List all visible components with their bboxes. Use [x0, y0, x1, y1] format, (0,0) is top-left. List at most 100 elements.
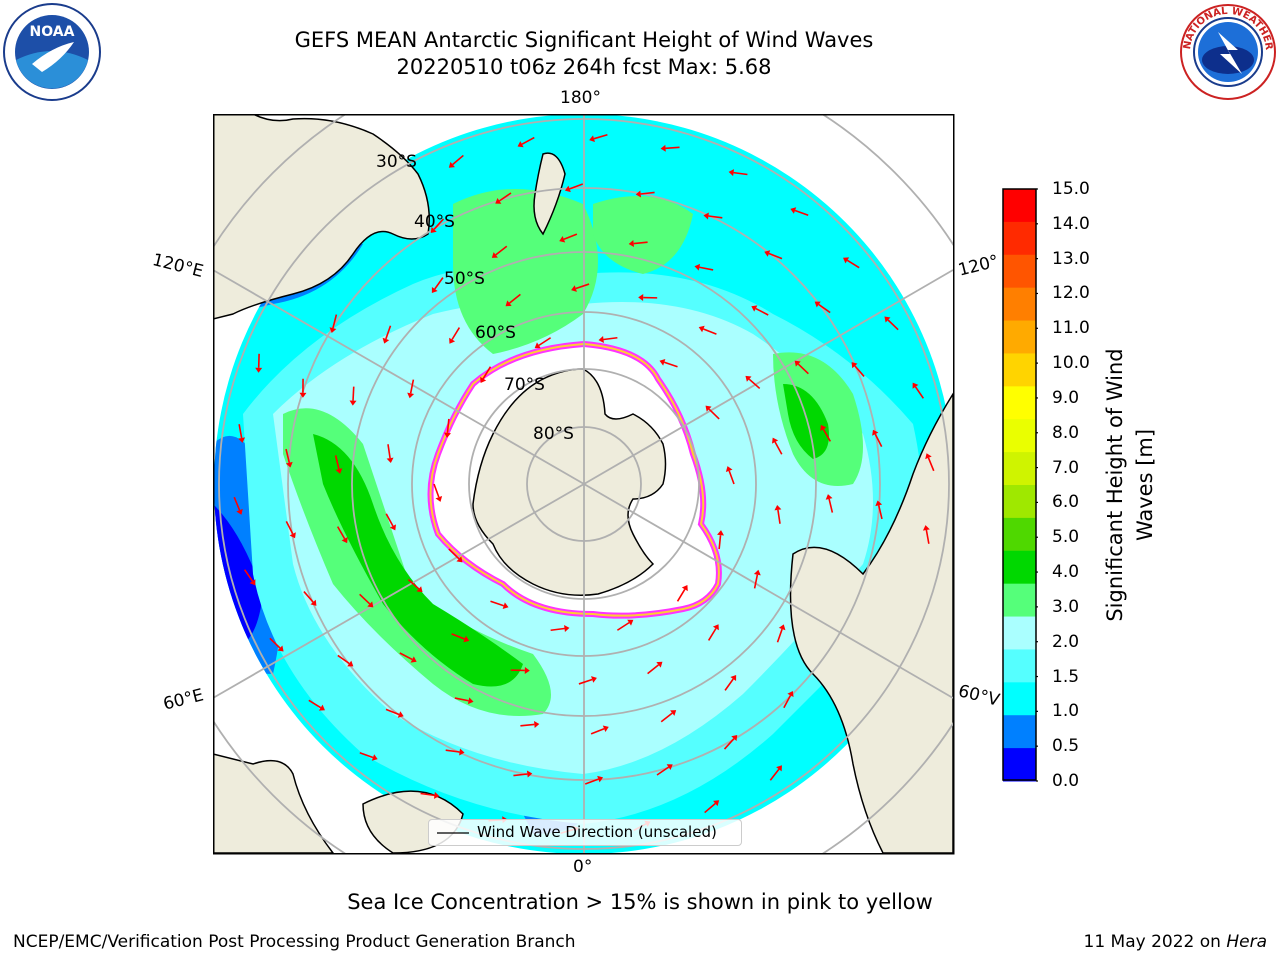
colorbar-band: [1003, 353, 1036, 387]
colorbar-band: [1003, 715, 1036, 749]
colorbar-tick-label: 7.0: [1052, 457, 1080, 478]
wind-wave-arrow: [448, 548, 463, 563]
wind-wave-arrow: [776, 624, 786, 643]
wind-wave-arrow: [825, 494, 834, 513]
wind-wave-arrow: [243, 569, 256, 586]
wind-wave-arrow: [571, 283, 590, 292]
wind-wave-arrow: [308, 699, 325, 711]
antarctica-group: [427, 340, 722, 619]
wind-wave-arrow: [386, 444, 394, 464]
wind-wave-arrow: [399, 652, 417, 663]
sea-ice-note: Sea Ice Concentration > 15% is shown in …: [347, 890, 933, 914]
wind-wave-arrow: [598, 336, 618, 343]
host-name: Hera: [1226, 932, 1267, 952]
map-legend: Wind Wave Direction (unscaled): [428, 819, 742, 846]
wind-wave-arrow: [359, 752, 378, 761]
colorbar-title: Significant Height of Wind Waves [m]: [1100, 348, 1160, 621]
colorbar-band: [1003, 682, 1036, 716]
wind-wave-arrow: [285, 521, 296, 539]
high-wave-core: [313, 434, 523, 687]
noaa-logo: NOAA: [2, 2, 102, 102]
wind-wave-arrow: [723, 734, 738, 750]
land-africa: [213, 753, 334, 853]
wind-wave-arrow: [238, 424, 246, 443]
wind-wave-arrow: [875, 500, 883, 520]
colorbar-tick-label: 4.0: [1052, 562, 1080, 583]
colorbar-tick-label: 9.0: [1052, 387, 1080, 408]
wind-wave-arrow: [753, 569, 761, 589]
lon-label-180: 180°: [560, 88, 601, 108]
legend-label: Wind Wave Direction (unscaled): [477, 823, 717, 841]
colorbar-tick-label: 12.0: [1052, 283, 1090, 304]
wind-wave-arrow: [448, 154, 464, 168]
wind-wave-arrow: [707, 624, 719, 641]
colorbar-band: [1003, 189, 1036, 223]
wind-wave-arrow: [769, 765, 782, 781]
wind-wave-arrow: [520, 720, 540, 728]
lat-label-60s: 60°S: [475, 323, 516, 343]
wind-wave-arrow: [676, 585, 688, 602]
wind-wave-arrow: [589, 134, 608, 143]
wind-wave-arrow: [794, 360, 809, 375]
wind-wave-arrow: [698, 325, 717, 335]
colorbar-tick-label: 6.0: [1052, 492, 1080, 513]
colorbar-band: [1003, 517, 1036, 552]
colorbar-band: [1003, 419, 1036, 453]
colorbar-band: [1003, 386, 1036, 420]
wind-wave-arrow: [772, 437, 783, 455]
lat-label-50s: 50°S: [444, 269, 485, 289]
wind-wave-arrow: [255, 353, 263, 373]
colorbar-tick-label: 8.0: [1052, 422, 1080, 443]
wind-wave-arrow: [751, 305, 769, 316]
colorbar-tick-label: 0.5: [1052, 736, 1080, 757]
colorbar-band: [1003, 616, 1036, 650]
wind-wave-arrow: [764, 250, 783, 260]
wind-wave-arrow: [704, 800, 720, 814]
wind-wave-arrow: [443, 418, 451, 438]
wind-wave-arrow: [431, 277, 444, 294]
wind-wave-arrow: [659, 358, 678, 368]
wind-wave-arrow: [385, 708, 404, 718]
wind-wave-arrow: [820, 424, 832, 442]
colorbar-band: [1003, 649, 1036, 683]
colorbar-tick-label: 11.0: [1052, 318, 1090, 339]
wind-wave-arrow: [912, 382, 925, 399]
wind-wave-arrow: [647, 661, 663, 675]
wind-wave-arrow: [660, 710, 677, 723]
graticule: [213, 114, 953, 853]
lon-label-60w: 60°V: [956, 681, 1002, 711]
wind-wave-arrow: [628, 240, 648, 248]
wind-wave-arrow: [329, 314, 338, 334]
wind-wave-arrow: [233, 496, 243, 515]
wind-wave-arrow: [336, 526, 348, 544]
wind-wave-arrow: [843, 257, 860, 269]
wind-wave-arrow: [694, 263, 714, 271]
colorbar-title-line2: Waves [m]: [1133, 428, 1157, 542]
colorbar-tick-label: 15.0: [1052, 179, 1090, 199]
run-date: 11 May 2022 on Hera: [1084, 932, 1268, 952]
wind-wave-arrow: [550, 625, 570, 632]
wind-wave-arrow: [660, 144, 680, 152]
wind-wave-arrow: [814, 301, 831, 314]
wind-wave-arrow: [774, 504, 782, 524]
wind-wave-arrow: [717, 530, 725, 550]
wind-wave-arrow: [590, 725, 609, 735]
wind-wave-arrow: [299, 378, 307, 398]
land-australia: [213, 114, 430, 320]
map-title: GEFS MEAN Antarctic Significant Height o…: [294, 28, 874, 52]
wind-wave-arrow: [490, 600, 509, 610]
wind-wave-arrow: [922, 525, 930, 544]
wind-wave-arrow: [382, 325, 392, 344]
wind-wave-arrow: [491, 245, 508, 258]
wind-wave-arrow: [449, 327, 461, 344]
land-new-zealand: [533, 152, 566, 236]
wind-wave-arrow: [513, 770, 533, 778]
colorbar-tick-label: 1.0: [1052, 701, 1080, 722]
wind-wave-arrow: [656, 764, 673, 776]
colorbar-band: [1003, 452, 1036, 486]
colorbar-band: [1003, 254, 1036, 289]
wind-wave-arrow: [851, 362, 865, 377]
wind-wave-arrow: [635, 190, 655, 198]
colorbar-band: [1003, 320, 1036, 354]
map-subtitle: 20220510 t06z 264h fcst Max: 5.68: [396, 55, 772, 79]
